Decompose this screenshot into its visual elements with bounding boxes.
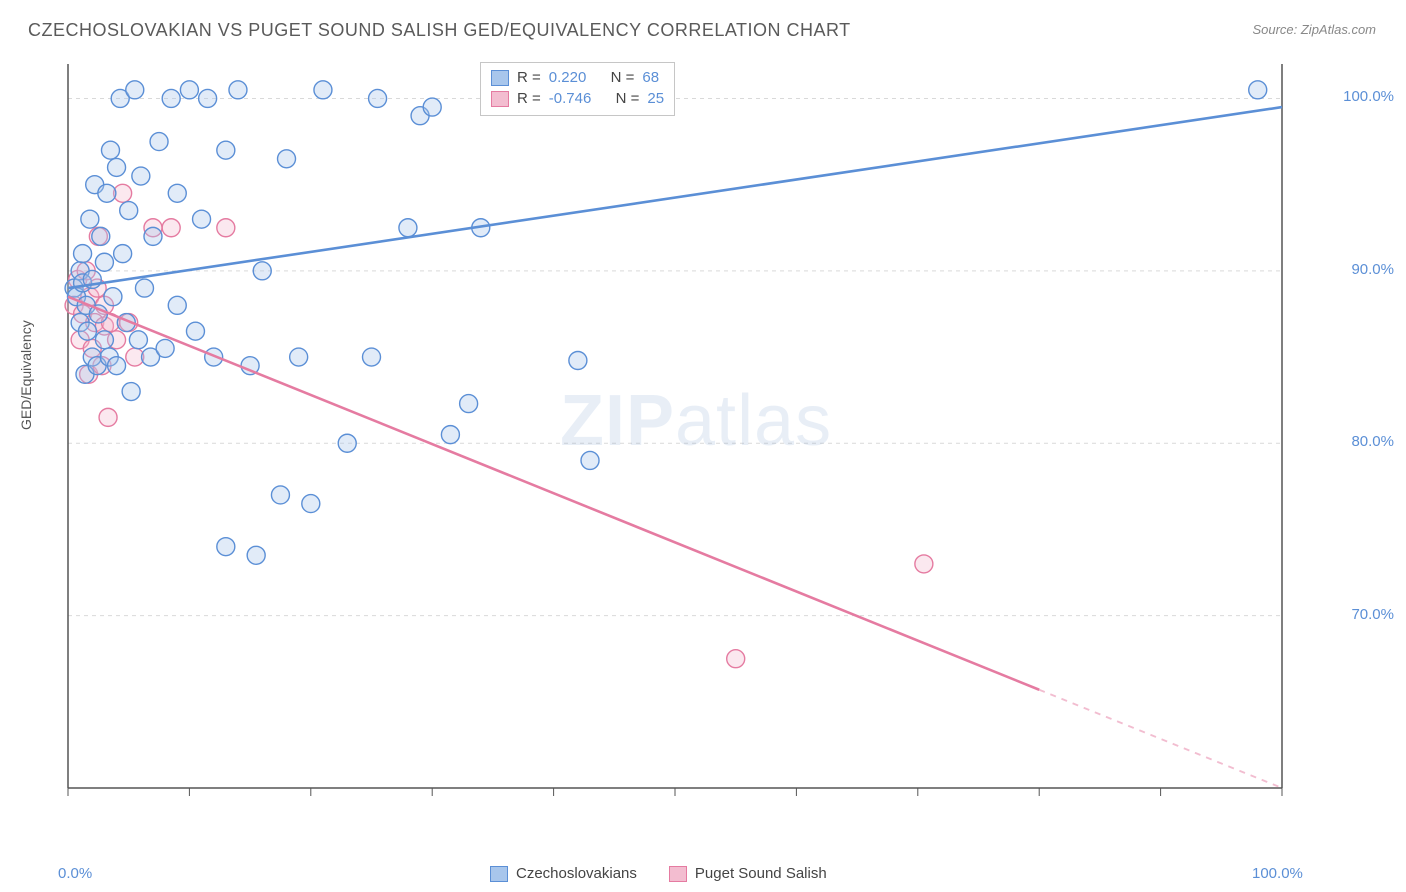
n-label: N =: [611, 69, 635, 86]
swatch-a-bottom: [490, 866, 508, 882]
ytick-label: 100.0%: [1343, 88, 1394, 105]
chart-title: CZECHOSLOVAKIAN VS PUGET SOUND SALISH GE…: [28, 20, 851, 41]
swatch-a: [491, 70, 509, 86]
legend-row-b: R = -0.746 N = 25: [491, 88, 664, 109]
correlation-legend: R = 0.220 N = 68 R = -0.746 N = 25: [480, 62, 675, 116]
r-value-a: 0.220: [549, 69, 587, 86]
series-b-label: Puget Sound Salish: [695, 865, 827, 882]
y-axis-label: GED/Equivalency: [18, 320, 34, 430]
r-label: R =: [517, 90, 541, 107]
legend-row-a: R = 0.220 N = 68: [491, 67, 664, 88]
n-value-b: 25: [647, 90, 664, 107]
r-label: R =: [517, 69, 541, 86]
legend-item-a: Czechoslovakians: [490, 865, 637, 882]
swatch-b: [491, 91, 509, 107]
n-value-a: 68: [642, 69, 659, 86]
source-label: Source: ZipAtlas.com: [1252, 22, 1376, 37]
xtick-label: 0.0%: [58, 865, 92, 882]
legend-item-b: Puget Sound Salish: [669, 865, 827, 882]
scatter-plot: [62, 58, 1362, 818]
ytick-label: 90.0%: [1351, 261, 1394, 278]
ytick-label: 80.0%: [1351, 433, 1394, 450]
xtick-label: 100.0%: [1252, 865, 1303, 882]
r-value-b: -0.746: [549, 90, 592, 107]
n-label: N =: [616, 90, 640, 107]
series-a-label: Czechoslovakians: [516, 865, 637, 882]
ytick-label: 70.0%: [1351, 606, 1394, 623]
series-legend: Czechoslovakians Puget Sound Salish: [490, 865, 827, 882]
swatch-b-bottom: [669, 866, 687, 882]
